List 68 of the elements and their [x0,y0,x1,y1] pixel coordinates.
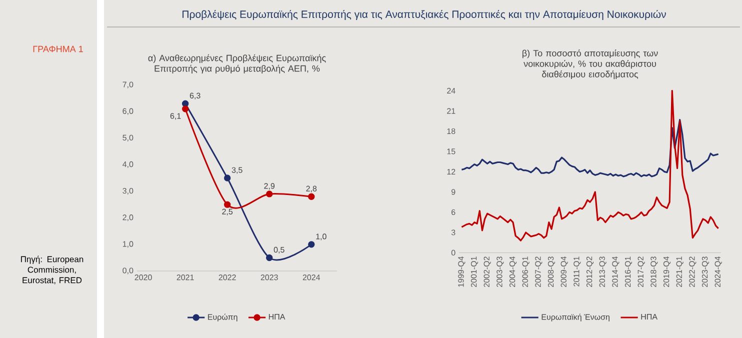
x-tick-label: 2017-Q2 [638,256,645,287]
chart-title: α) Αναθεωρημένες Προβλέψεις Ευρωπαϊκής Επιτροπής για ρυθμό μεταβολής ΑΕΠ, % [148,54,326,74]
y-tick-label: 4,0 [122,161,134,168]
text: Προβλέψεις Ευρωπαϊκής Επιτροπής για τις Αναπτυξιακές Προοπτικές και την Αποταμίευση Νοικοκυριών [182,10,666,20]
x-tick-label: 2004-Q4 [509,256,517,287]
y-tick-label: 1,0 [122,241,134,248]
x-tick-label: 2022 [218,274,236,280]
y-tick-label: 21 [447,108,456,114]
data-label: 2,9 [264,183,275,190]
x-tick-label: 2019-Q4 [663,256,671,287]
data-label: 6,3 [190,92,200,100]
point [308,241,315,248]
x-tick-label: 2014-Q4 [612,256,620,287]
y-tick-label: 3,0 [122,188,134,195]
y-tick-label: 0 [451,250,456,256]
data-label: 2,5 [222,208,233,216]
x-tick-label: 2021 [176,274,194,280]
point [182,100,189,107]
point [266,254,273,262]
y-tick-label: 18 [447,128,456,134]
point [308,193,315,200]
x-tick-label: 2024-Q4 [714,256,722,287]
y-tick-label: 6 [452,209,456,216]
legend-label: ΗΠΑ [641,314,658,320]
x-tick-label: 2022-Q2 [689,256,696,287]
chart-title: β) Το ποσοστό αποταμίευσης των νοικοκυριών, % του ακαθάριστου διαθέσιμου εισοδήματος [522,50,658,80]
x-tick-label: 2003-Q3 [496,256,504,287]
legend-label: Ευρώπη [208,314,238,322]
x-tick-label: 2023 [260,274,278,280]
x-tick-label: 2016-Q1 [624,256,632,287]
y-tick-label: 2,0 [122,214,134,222]
point [224,174,231,182]
y-tick-label: 7,0 [122,82,134,88]
x-tick-label: 2018-Q3 [650,256,658,287]
text: ΓΡΑΦΗΜΑ 1 [33,46,83,52]
x-tick-label: 2021-Q1 [676,256,684,287]
data-label: 6,1 [170,113,181,120]
point [266,190,273,198]
x-tick-label: 2020 [134,274,152,280]
x-tick-label: 2012-Q2 [586,256,594,287]
text: Πηγή: European Commission, Eurostat, FRED [21,256,84,284]
y-tick-label: 5,0 [122,134,134,142]
x-tick-label: 2006-Q1 [522,256,530,287]
x-tick-label: 2007-Q2 [535,256,542,287]
y-tick-label: 24 [447,88,456,94]
data-label: 2,8 [306,186,317,192]
data-label: 3,5 [232,167,242,174]
point [182,106,189,112]
x-tick-label: 2023-Q3 [702,256,710,287]
y-tick-label: 3 [451,230,456,236]
x-tick-label: 2008-Q3 [548,256,556,287]
data-label: 0,5 [274,246,284,254]
y-tick-label: 15 [447,148,456,154]
x-tick-label: 2001-Q1 [470,256,478,287]
x-tick-label: 1999-Q4 [458,256,466,287]
y-tick-label: 9 [452,189,456,195]
legend-label: ΗΠΑ [268,314,286,320]
y-tick-label: 6,0 [122,108,134,115]
y-tick-label: 12 [447,168,456,174]
point [224,201,231,208]
x-tick-label: 2009-Q4 [560,256,568,287]
data-label: 1,0 [316,234,326,240]
x-tick-label: 2024 [302,274,320,280]
x-tick-label: 2002-Q2 [484,256,491,287]
x-tick-label: 2011-Q1 [574,256,581,286]
y-tick-label: 0,0 [122,268,134,274]
x-tick-label: 2013-Q3 [599,256,606,287]
legend-label: Ευρωπαϊκή Ένωση [542,314,610,322]
